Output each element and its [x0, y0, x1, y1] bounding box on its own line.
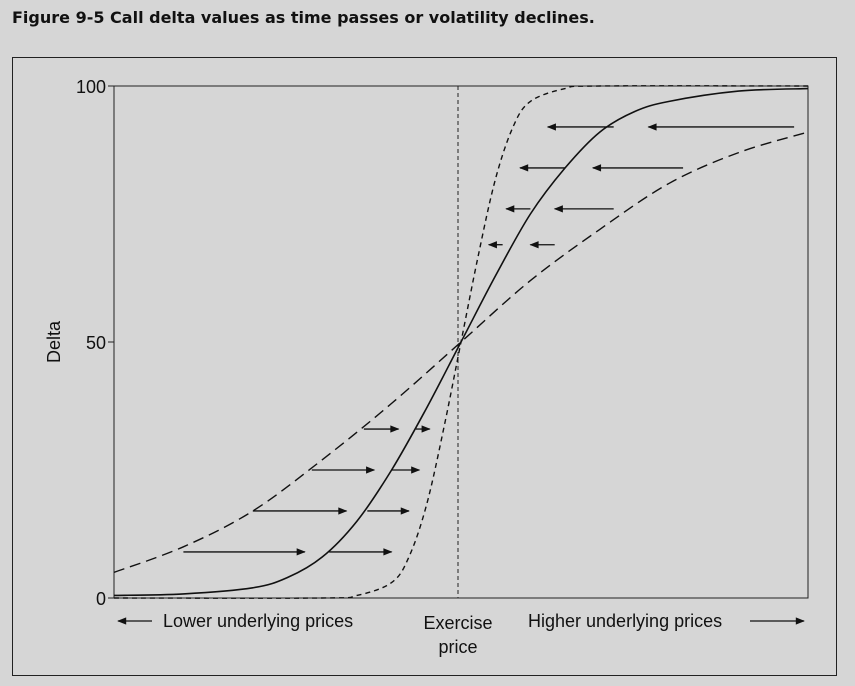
delta-curve-short-dash	[113, 85, 809, 599]
higher-prices-label: Higher underlying prices	[528, 611, 722, 631]
exercise-price-label-line1: Exercise	[423, 613, 492, 633]
lower-prices-label: Lower underlying prices	[163, 611, 353, 631]
y-tick-label: 0	[96, 589, 106, 609]
y-axis-label: Delta	[44, 320, 64, 363]
delta-curve-long-dash	[113, 131, 809, 574]
figure-caption: Figure 9-5 Call delta values as time pas…	[12, 8, 595, 27]
y-tick-label: 50	[86, 333, 106, 353]
exercise-price-label-line2: price	[438, 637, 477, 657]
figure-frame	[12, 57, 837, 676]
y-tick-label: 100	[76, 77, 106, 97]
